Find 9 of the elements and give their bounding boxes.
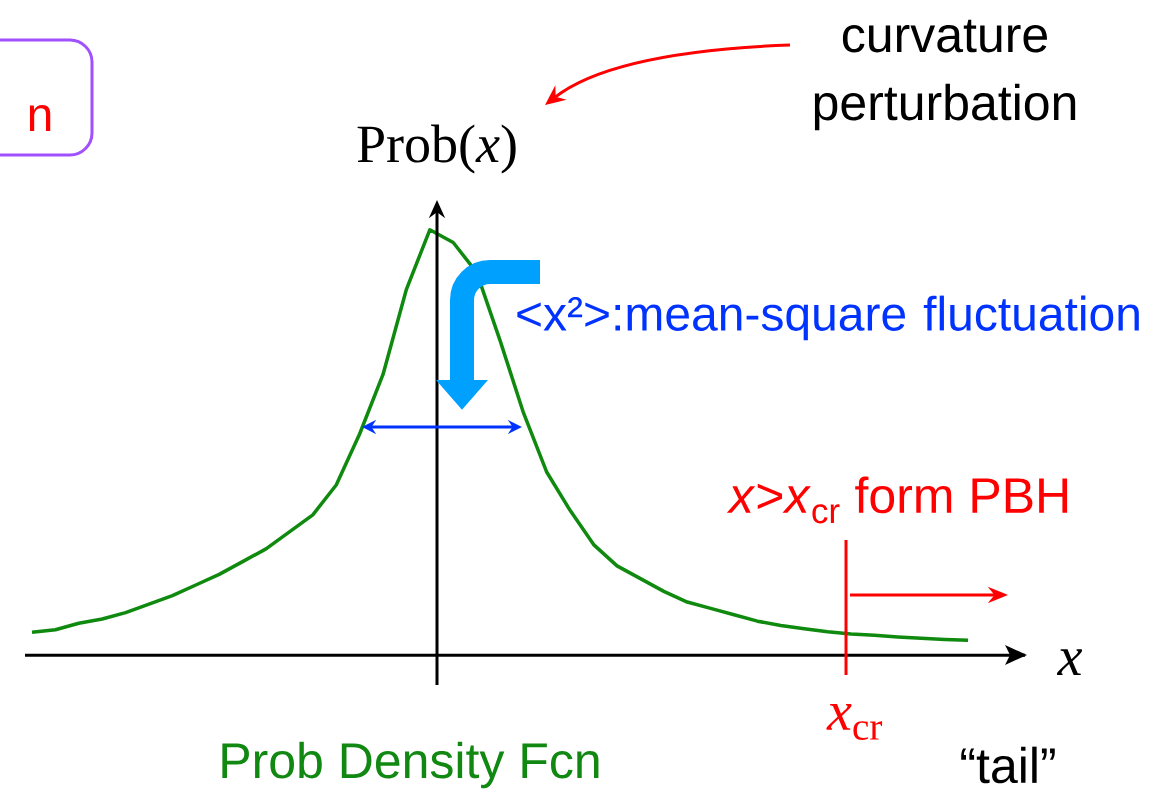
annotation: x>x$_{cr}$ form PBH <box>726 476 1068 524</box>
text: “tail” <box>961 746 1055 784</box>
text: curvature perturbation <box>814 19 1076 131</box>
y-axis-title: Prob(x) <box>357 124 516 174</box>
text: Prob Density Fcn <box>222 741 599 789</box>
text: n <box>29 105 51 131</box>
text: x$_{cr}$ <box>826 704 883 740</box>
annotation: <x²>:mean-square fluctuation <box>517 295 1139 341</box>
x-axis-title: x <box>1056 649 1083 676</box>
